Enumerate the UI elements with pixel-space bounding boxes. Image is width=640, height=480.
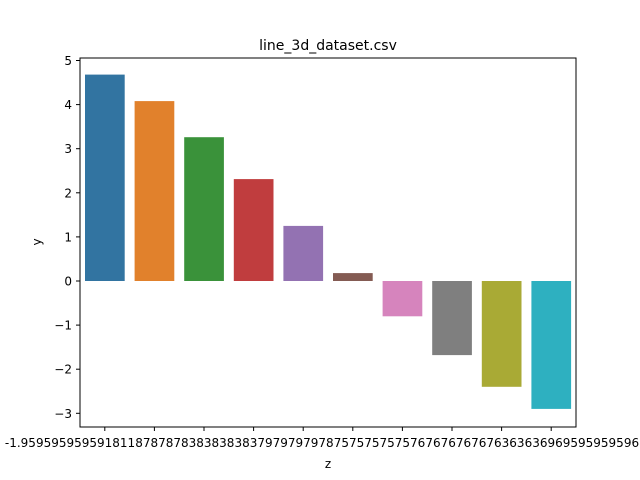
plot-frame <box>79 57 577 428</box>
y-tick-label: 1 <box>64 230 72 244</box>
y-axis: 5 4 3 2 1 0 −1 −2 −3 <box>54 54 80 421</box>
y-tick-label: 3 <box>64 142 72 156</box>
chart-title: line_3d_dataset.csv <box>259 38 397 54</box>
bar-9 <box>481 281 522 387</box>
x-axis <box>104 427 552 431</box>
x-tick-labels: -1.9595959595918118787878383838383797979… <box>5 436 639 450</box>
y-tick-label: −3 <box>54 407 72 421</box>
y-tick-label: 4 <box>64 98 72 112</box>
bar-7 <box>382 281 423 317</box>
y-tick-label: −2 <box>54 363 72 377</box>
bar-6 <box>333 273 373 281</box>
y-tick-label: 0 <box>64 275 72 289</box>
y-tick-label: 2 <box>64 186 72 200</box>
y-axis-label: y <box>30 238 44 245</box>
bars-group <box>85 74 572 409</box>
bar-8 <box>432 281 472 356</box>
y-tick-label: −1 <box>54 319 72 333</box>
bar-10 <box>531 281 572 409</box>
bar-3 <box>184 137 224 281</box>
bar-4 <box>233 179 274 281</box>
bar-2 <box>134 101 175 281</box>
y-tick-label: 5 <box>64 54 72 68</box>
bar-5 <box>283 225 324 281</box>
bar-1 <box>85 74 125 281</box>
x-axis-label: z <box>325 457 331 471</box>
